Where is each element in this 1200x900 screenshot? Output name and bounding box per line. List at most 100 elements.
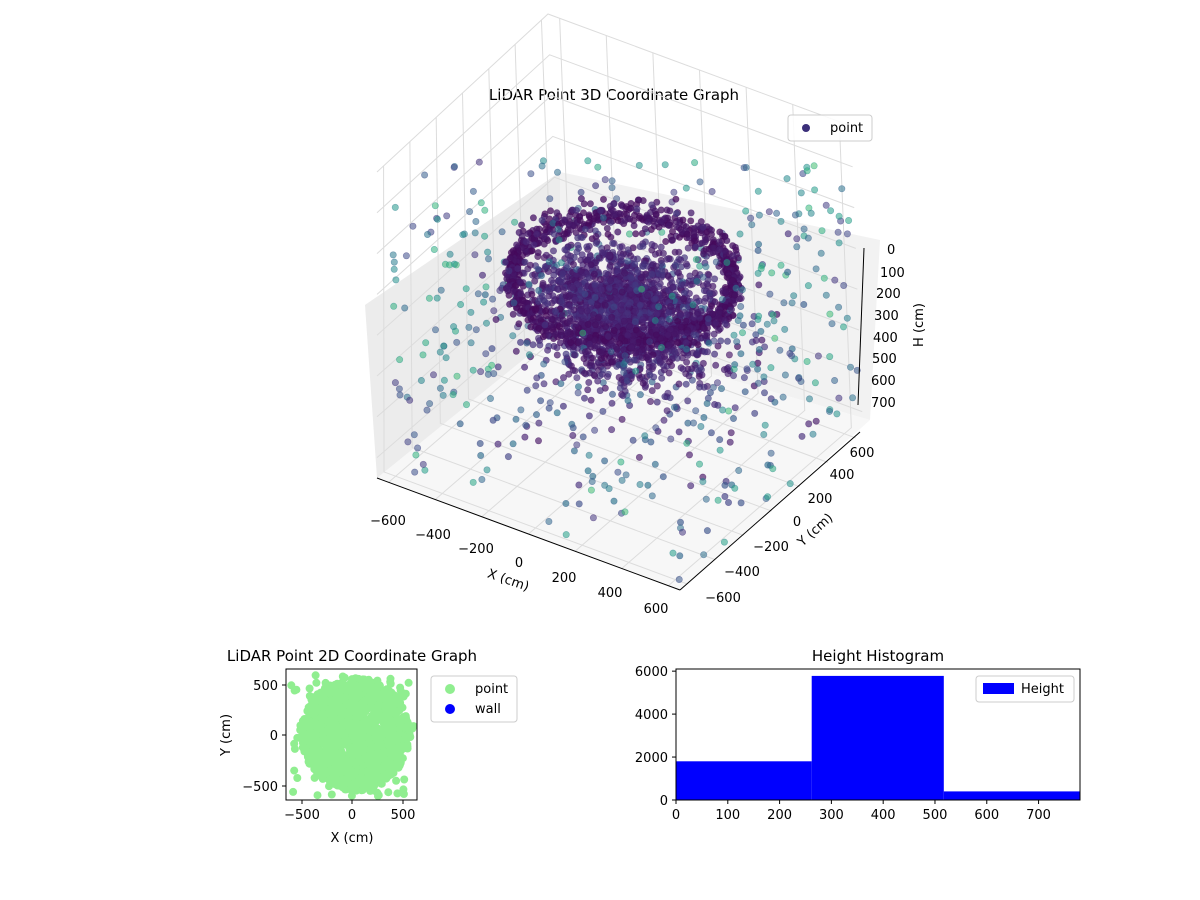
point-3d [631, 260, 639, 268]
z-axis-3d-line [857, 247, 865, 406]
point-3d [555, 322, 563, 330]
point-2d [367, 684, 376, 693]
point-3d [585, 412, 593, 420]
point-3d [676, 552, 684, 560]
point-3d [540, 380, 548, 388]
z-tick-3d: 0 [887, 243, 895, 258]
point-3d [593, 212, 601, 220]
point-3d [777, 261, 785, 269]
point-3d [751, 409, 759, 417]
point-3d [584, 347, 592, 355]
point-3d [614, 228, 622, 236]
point-3d [644, 481, 652, 489]
point-3d [540, 232, 548, 240]
x-axis-2d-label: X (cm) [331, 831, 374, 846]
point-3d [517, 290, 525, 298]
chart-2d-points [287, 671, 417, 800]
point-3d [575, 500, 583, 508]
point-3d [516, 278, 524, 286]
point-3d [839, 323, 847, 331]
point-3d [707, 226, 715, 234]
point-2d [329, 686, 338, 695]
point-3d [481, 232, 489, 240]
point-3d [711, 350, 719, 358]
point-3d [589, 354, 597, 362]
point-3d [755, 281, 763, 289]
point-3d [589, 514, 597, 522]
point-3d [591, 336, 599, 344]
point-3d [540, 360, 548, 368]
point-3d [655, 282, 663, 290]
point-3d [624, 331, 632, 339]
point-2d [360, 732, 369, 741]
y-axis-3d-line [679, 431, 861, 591]
point-3d [584, 467, 592, 475]
grid-line [409, 141, 716, 561]
point-3d [714, 342, 722, 350]
histogram-x-ticks: 0 100 200 300 400 500 600 700 [672, 800, 1051, 823]
point-2d [310, 773, 319, 782]
point-3d [826, 310, 834, 318]
point-3d [584, 157, 592, 165]
point-3d [699, 223, 707, 231]
point-3d [636, 480, 644, 488]
point-3d [566, 291, 574, 299]
point-3d [740, 164, 748, 172]
point-3d [700, 324, 708, 332]
point-3d [631, 281, 639, 289]
point-2d [303, 752, 312, 761]
point-3d [686, 272, 694, 280]
point-3d [643, 292, 651, 300]
point-3d [712, 319, 720, 327]
point-3d [781, 325, 789, 333]
point-2d [343, 738, 352, 747]
point-3d [422, 339, 430, 347]
point-3d [626, 286, 634, 294]
legend-label-point: point [830, 121, 863, 136]
point-2d [327, 755, 335, 764]
x-axis-3d-label: X (cm) [485, 567, 531, 595]
point-3d [729, 252, 737, 260]
grid-line [376, 135, 856, 295]
point-3d [545, 517, 553, 525]
point-3d [557, 278, 565, 286]
point-3d [583, 264, 591, 272]
point-3d [661, 352, 669, 360]
point-3d [624, 309, 632, 317]
point-3d [532, 411, 540, 419]
point-3d [754, 247, 762, 255]
point-3d [591, 426, 599, 434]
point-3d [803, 357, 811, 365]
point-3d [773, 209, 781, 217]
point-3d [429, 371, 437, 379]
point-3d [638, 285, 646, 293]
point-3d [671, 261, 679, 269]
point-3d [439, 391, 447, 399]
point-3d [651, 242, 659, 250]
point-3d [780, 299, 788, 307]
point-3d [478, 271, 486, 279]
grid-line [514, 44, 828, 463]
point-3d [807, 209, 815, 217]
point-3d [618, 288, 626, 296]
point-3d [585, 274, 593, 282]
point-3d [760, 373, 768, 381]
point-3d [677, 323, 685, 331]
point-3d [665, 358, 673, 366]
y-tick-2d: 500 [253, 679, 278, 694]
point-3d [610, 497, 618, 505]
point-3d [712, 258, 720, 266]
point-2d [383, 772, 392, 781]
point-3d [431, 202, 439, 210]
point-3d [800, 225, 808, 233]
point-3d [610, 303, 618, 311]
point-3d [765, 208, 773, 216]
point-3d [818, 227, 826, 235]
point-3d [489, 416, 497, 424]
point-3d [565, 302, 573, 310]
point-3d [632, 349, 640, 357]
point-3d [624, 257, 632, 265]
point-3d [580, 394, 588, 402]
point-3d [457, 300, 465, 308]
point-3d [534, 253, 542, 261]
